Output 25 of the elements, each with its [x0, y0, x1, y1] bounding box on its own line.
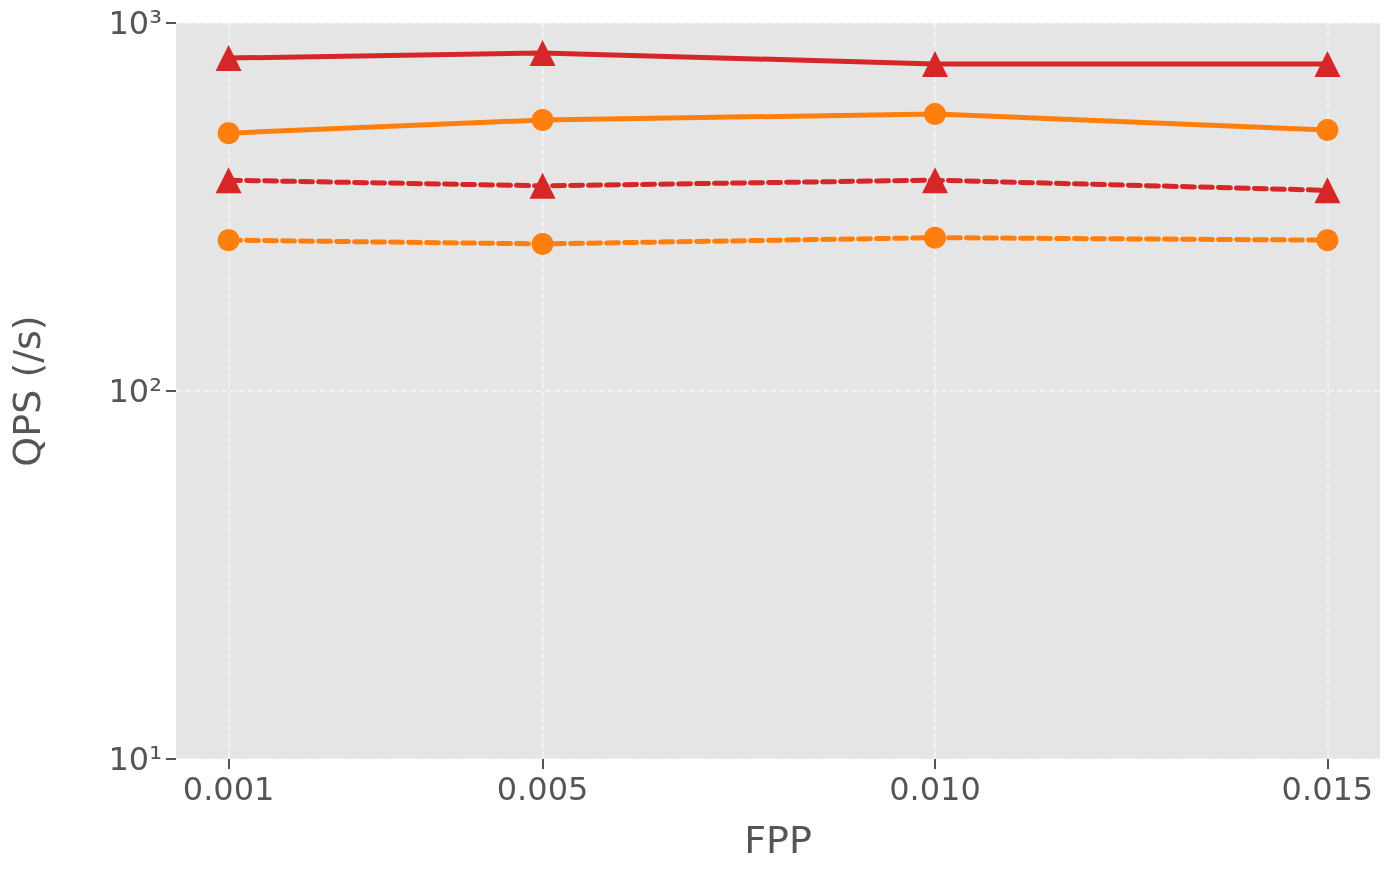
point — [1316, 118, 1339, 141]
y-tick-label: 10² — [108, 372, 162, 410]
x-tick-label: 0.001 — [182, 770, 275, 808]
point — [531, 109, 554, 131]
y-axis-title: QPS (/s) — [5, 315, 49, 467]
x-tick-label: 0.015 — [1281, 770, 1374, 808]
point — [1314, 177, 1341, 204]
point — [1316, 229, 1339, 252]
point — [921, 50, 948, 77]
x-tick-label: 0.010 — [889, 770, 981, 808]
y-tick-label: 10³ — [108, 4, 162, 42]
x-axis-title: FPP — [744, 818, 812, 862]
point — [1314, 50, 1341, 77]
point — [529, 172, 556, 199]
point — [921, 167, 948, 194]
point — [924, 102, 946, 125]
point — [924, 226, 946, 249]
point — [531, 232, 554, 255]
point — [215, 45, 242, 72]
point — [217, 229, 240, 252]
point — [215, 167, 242, 194]
x-tick-label: 0.005 — [496, 770, 589, 808]
y-tick-label: 10¹ — [108, 740, 162, 778]
point — [217, 122, 240, 145]
point — [529, 39, 556, 66]
